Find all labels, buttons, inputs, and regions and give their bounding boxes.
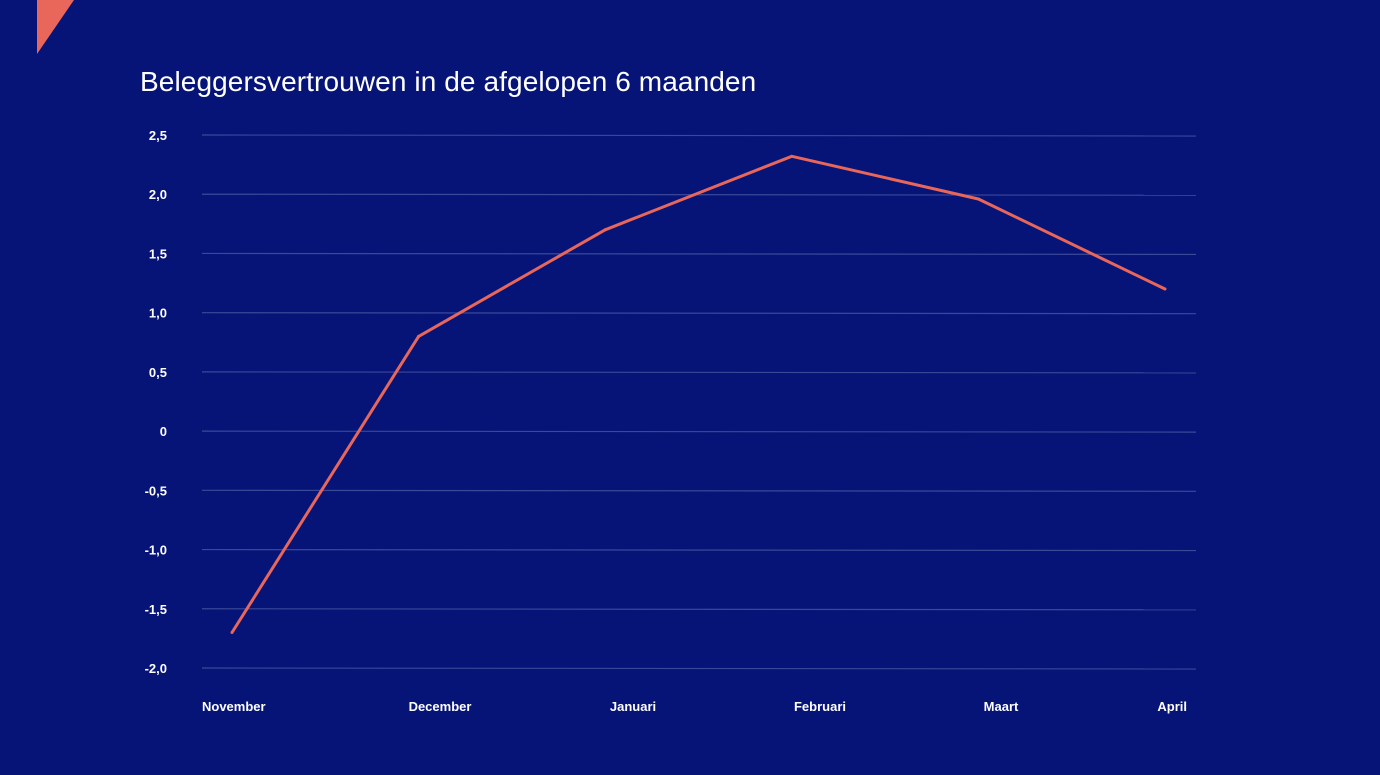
x-axis-tick-labels: November December Januari Februari Maart Apri… bbox=[202, 699, 1187, 714]
gridline bbox=[201, 608, 1197, 611]
gridline bbox=[201, 548, 1197, 552]
series-point bbox=[976, 197, 980, 201]
series-point bbox=[417, 334, 421, 338]
chart-title: Beleggersvertrouwen in de afgelopen 6 ma… bbox=[140, 66, 757, 97]
y-tick-label: -1,5 bbox=[145, 602, 167, 617]
gridline bbox=[201, 371, 1197, 374]
y-tick-label: 1,0 bbox=[149, 306, 167, 321]
series-point bbox=[603, 228, 607, 232]
y-tick-label: 2,5 bbox=[149, 128, 167, 143]
y-tick-label: 1,5 bbox=[149, 246, 167, 261]
x-tick-label: November bbox=[202, 699, 266, 714]
y-tick-label: 0 bbox=[160, 424, 167, 439]
series-line bbox=[230, 154, 1166, 634]
series-layer bbox=[230, 154, 1167, 634]
y-tick-label: -0,5 bbox=[145, 483, 167, 498]
x-tick-label: April bbox=[1157, 699, 1187, 714]
x-tick-label: Februari bbox=[794, 699, 846, 714]
gridline bbox=[201, 312, 1197, 315]
series-point bbox=[790, 154, 794, 158]
gridline bbox=[201, 430, 1197, 433]
gridlines bbox=[201, 134, 1197, 670]
y-axis-tick-labels: 2,5 2,0 1,5 1,0 0,5 0 -0,5 -1,0 -1,5 -2,0 bbox=[145, 128, 167, 676]
gridline bbox=[201, 489, 1197, 492]
gridline bbox=[201, 252, 1197, 256]
x-tick-label: Maart bbox=[984, 699, 1019, 714]
gridline bbox=[201, 667, 1197, 670]
series-point bbox=[230, 630, 234, 634]
series-point bbox=[1163, 287, 1167, 291]
y-tick-label: 2,0 bbox=[149, 187, 167, 202]
gridline bbox=[201, 193, 1197, 196]
y-tick-label: -2,0 bbox=[145, 661, 167, 676]
gridline bbox=[201, 134, 1197, 137]
y-tick-label: -1,0 bbox=[145, 543, 167, 558]
y-tick-label: 0,5 bbox=[149, 365, 167, 380]
x-tick-label: Januari bbox=[610, 699, 656, 714]
x-tick-label: December bbox=[409, 699, 472, 714]
